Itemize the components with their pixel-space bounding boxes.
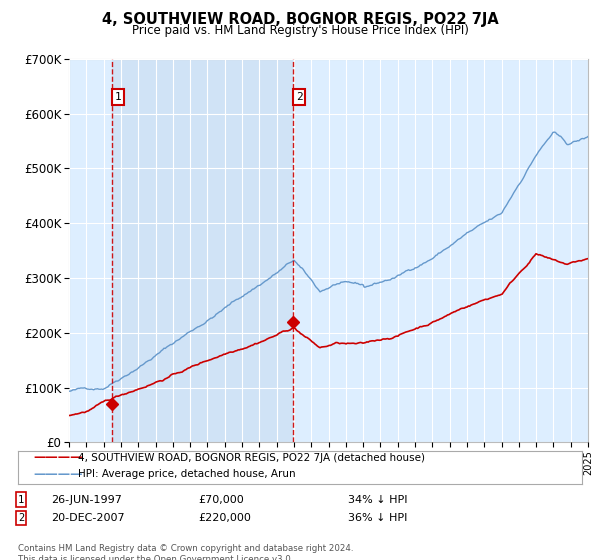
Text: HPI: Average price, detached house, Arun: HPI: Average price, detached house, Arun [78, 469, 296, 479]
Text: ————: ———— [33, 468, 83, 481]
Text: £220,000: £220,000 [198, 513, 251, 523]
Text: 4, SOUTHVIEW ROAD, BOGNOR REGIS, PO22 7JA (detached house): 4, SOUTHVIEW ROAD, BOGNOR REGIS, PO22 7J… [78, 452, 425, 463]
Text: ————: ———— [33, 451, 83, 464]
Bar [112, 59, 293, 442]
Text: Contains HM Land Registry data © Crown copyright and database right 2024.
This d: Contains HM Land Registry data © Crown c… [18, 544, 353, 560]
Text: 26-JUN-1997: 26-JUN-1997 [51, 494, 122, 505]
Text: £70,000: £70,000 [198, 494, 244, 505]
Text: 1: 1 [115, 92, 121, 102]
Text: 2: 2 [296, 92, 302, 102]
Text: Price paid vs. HM Land Registry's House Price Index (HPI): Price paid vs. HM Land Registry's House … [131, 24, 469, 36]
Text: 36% ↓ HPI: 36% ↓ HPI [348, 513, 407, 523]
Text: 20-DEC-2007: 20-DEC-2007 [51, 513, 125, 523]
Text: 2: 2 [18, 513, 24, 523]
Text: 1: 1 [18, 494, 24, 505]
Text: 34% ↓ HPI: 34% ↓ HPI [348, 494, 407, 505]
Text: 4, SOUTHVIEW ROAD, BOGNOR REGIS, PO22 7JA: 4, SOUTHVIEW ROAD, BOGNOR REGIS, PO22 7J… [101, 12, 499, 27]
